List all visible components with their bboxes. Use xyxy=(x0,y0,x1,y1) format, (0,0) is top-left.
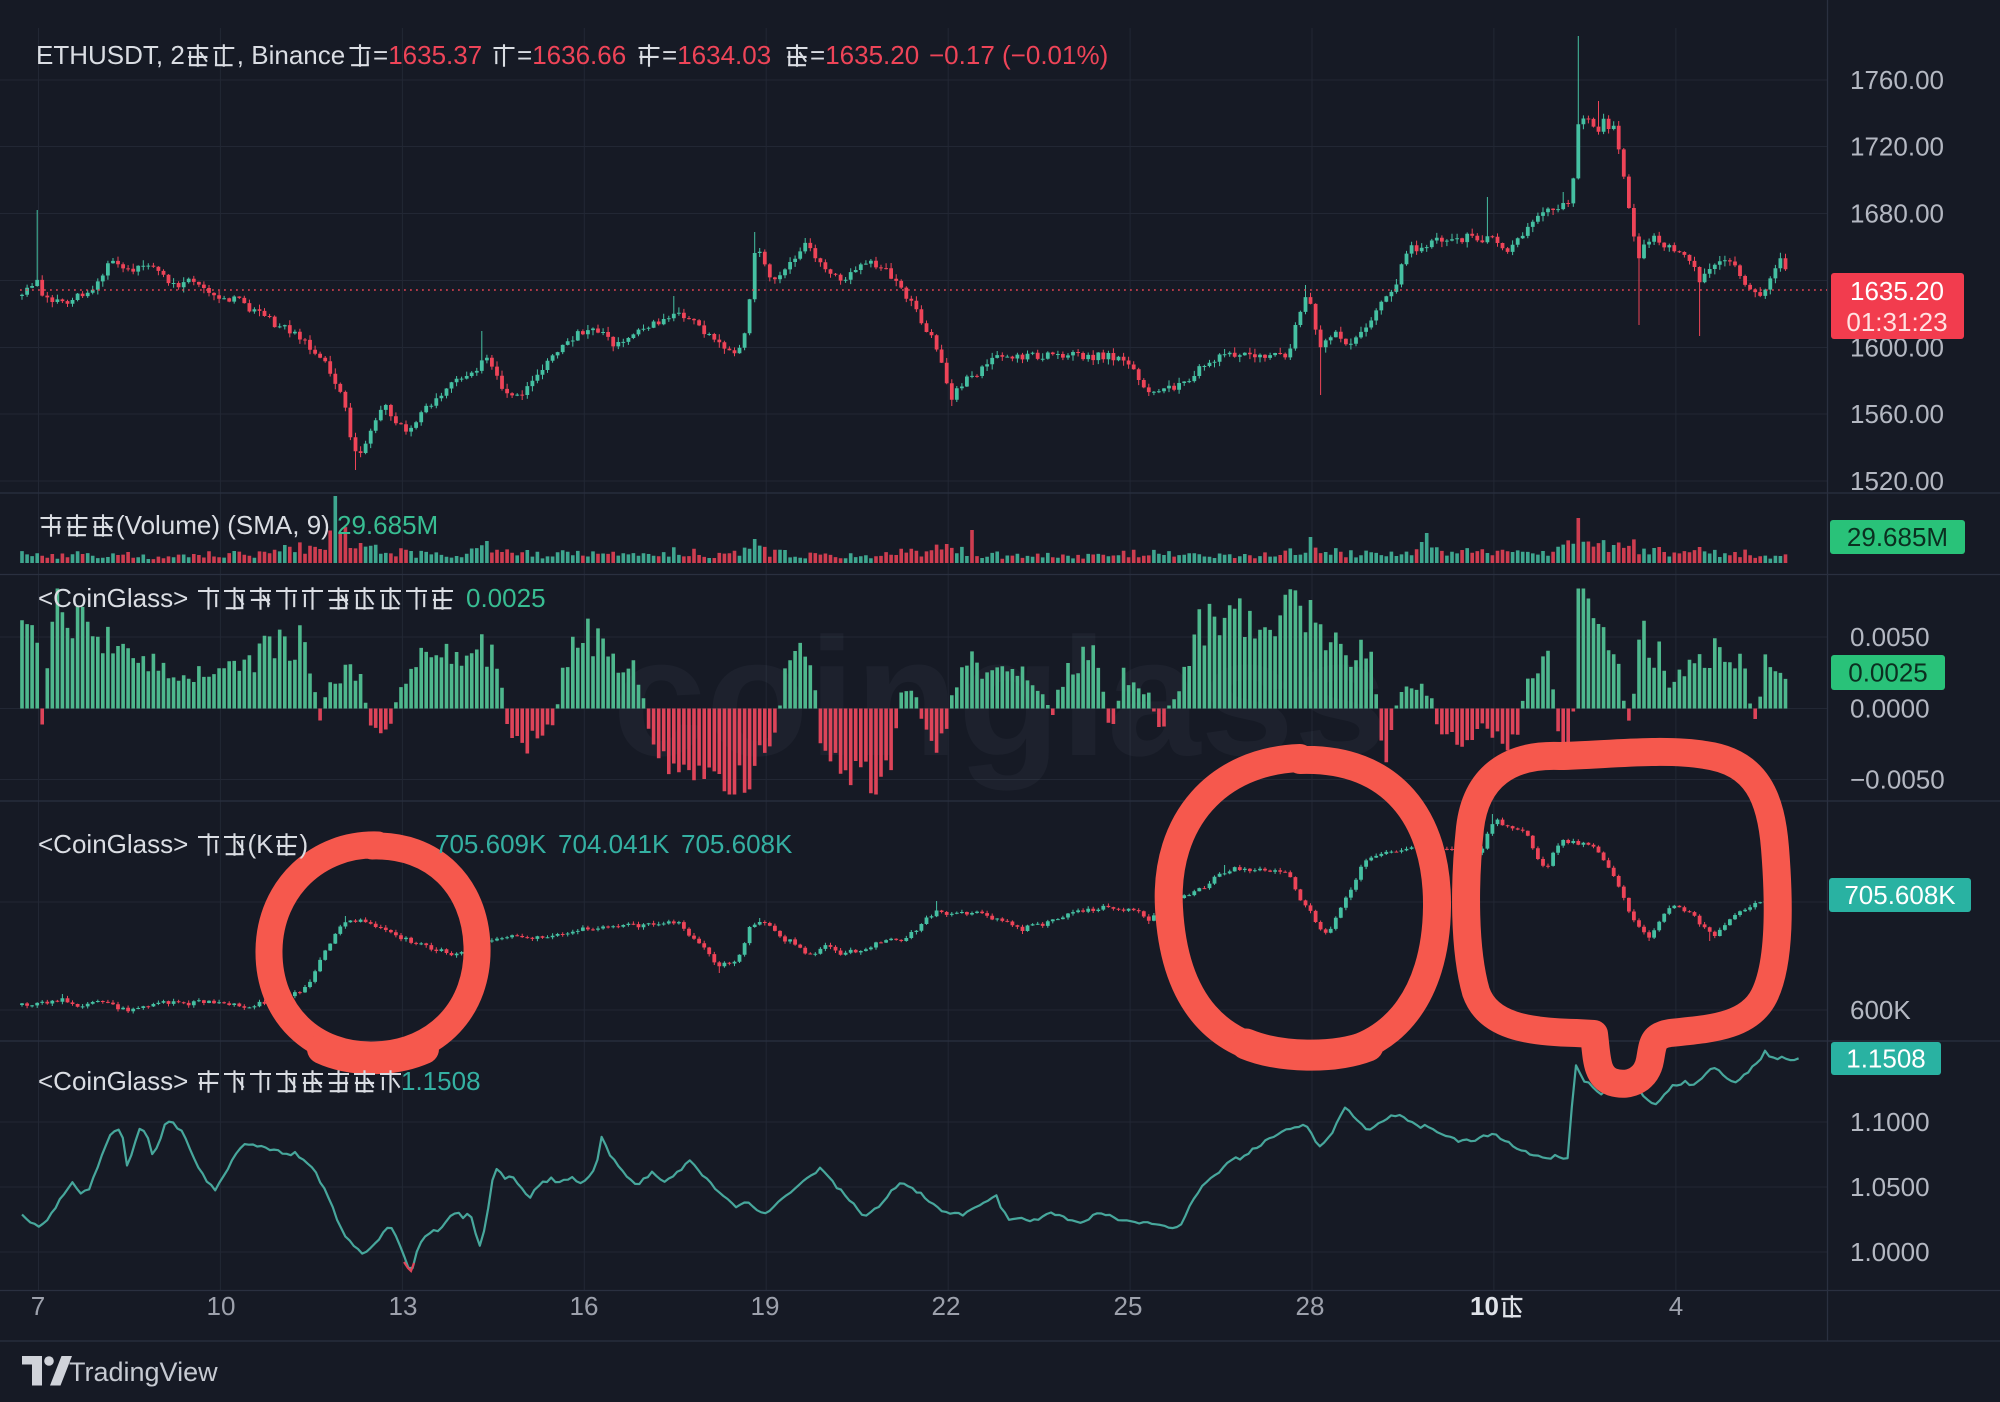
svg-text:ETHUSDT, 2: ETHUSDT, 2 xyxy=(36,40,185,70)
svg-text:<CoinGlass>: <CoinGlass> xyxy=(38,829,188,859)
svg-text:0.0050: 0.0050 xyxy=(1850,622,1930,652)
svg-text:7: 7 xyxy=(31,1291,45,1321)
svg-text:−0.0050: −0.0050 xyxy=(1850,765,1945,795)
svg-text:10: 10 xyxy=(1470,1291,1499,1321)
svg-text:13: 13 xyxy=(389,1291,418,1321)
svg-text:1.1508: 1.1508 xyxy=(1846,1044,1926,1074)
svg-text:28: 28 xyxy=(1296,1291,1325,1321)
svg-text:1.1000: 1.1000 xyxy=(1850,1107,1930,1137)
svg-text:1760.00: 1760.00 xyxy=(1850,65,1944,95)
svg-text:=: = xyxy=(373,40,388,70)
svg-text:1.0000: 1.0000 xyxy=(1850,1237,1930,1267)
svg-text:<CoinGlass>: <CoinGlass> xyxy=(38,583,188,613)
svg-text:1520.00: 1520.00 xyxy=(1850,466,1944,496)
svg-text:0.0025: 0.0025 xyxy=(1848,658,1928,688)
svg-text:29.685M: 29.685M xyxy=(1847,522,1948,552)
svg-text:1636.66: 1636.66 xyxy=(532,40,626,70)
svg-text:1635.37: 1635.37 xyxy=(388,40,482,70)
svg-text:1720.00: 1720.00 xyxy=(1850,132,1944,162)
svg-text:4: 4 xyxy=(1669,1291,1683,1321)
svg-text:TradingView: TradingView xyxy=(69,1357,218,1387)
svg-text:0.0025: 0.0025 xyxy=(466,583,546,613)
svg-text:1680.00: 1680.00 xyxy=(1850,199,1944,229)
svg-text:1635.20: 1635.20 xyxy=(1850,276,1944,306)
svg-text:01:31:23: 01:31:23 xyxy=(1846,307,1947,337)
svg-text:1635.20: 1635.20 xyxy=(825,40,919,70)
svg-text:25: 25 xyxy=(1114,1291,1143,1321)
svg-text:(K: (K xyxy=(248,829,275,859)
svg-text:22: 22 xyxy=(932,1291,961,1321)
svg-text:, Binance: , Binance xyxy=(237,40,345,70)
svg-text:<CoinGlass>: <CoinGlass> xyxy=(38,1066,188,1096)
svg-text:=: = xyxy=(810,40,825,70)
svg-text:705.608K: 705.608K xyxy=(681,829,793,859)
svg-text:600K: 600K xyxy=(1850,995,1911,1025)
svg-text:−0.17 (−0.01%): −0.17 (−0.01%) xyxy=(929,40,1108,70)
svg-text:704.041K: 704.041K xyxy=(558,829,670,859)
svg-text:1.0500: 1.0500 xyxy=(1850,1172,1930,1202)
svg-text:=: = xyxy=(517,40,532,70)
svg-text:705.609K: 705.609K xyxy=(435,829,547,859)
svg-text:16: 16 xyxy=(570,1291,599,1321)
svg-text:(Volume) (SMA, 9): (Volume) (SMA, 9) xyxy=(116,510,330,540)
svg-text:1560.00: 1560.00 xyxy=(1850,399,1944,429)
svg-text:1634.03: 1634.03 xyxy=(677,40,771,70)
svg-text:): ) xyxy=(300,829,309,859)
svg-text:1.1508: 1.1508 xyxy=(401,1066,481,1096)
svg-text:0.0000: 0.0000 xyxy=(1850,694,1930,724)
svg-text:705.608K: 705.608K xyxy=(1844,880,1956,910)
svg-text:19: 19 xyxy=(751,1291,780,1321)
svg-text:=: = xyxy=(662,40,677,70)
svg-text:10: 10 xyxy=(207,1291,236,1321)
svg-text:29.685M: 29.685M xyxy=(337,510,438,540)
